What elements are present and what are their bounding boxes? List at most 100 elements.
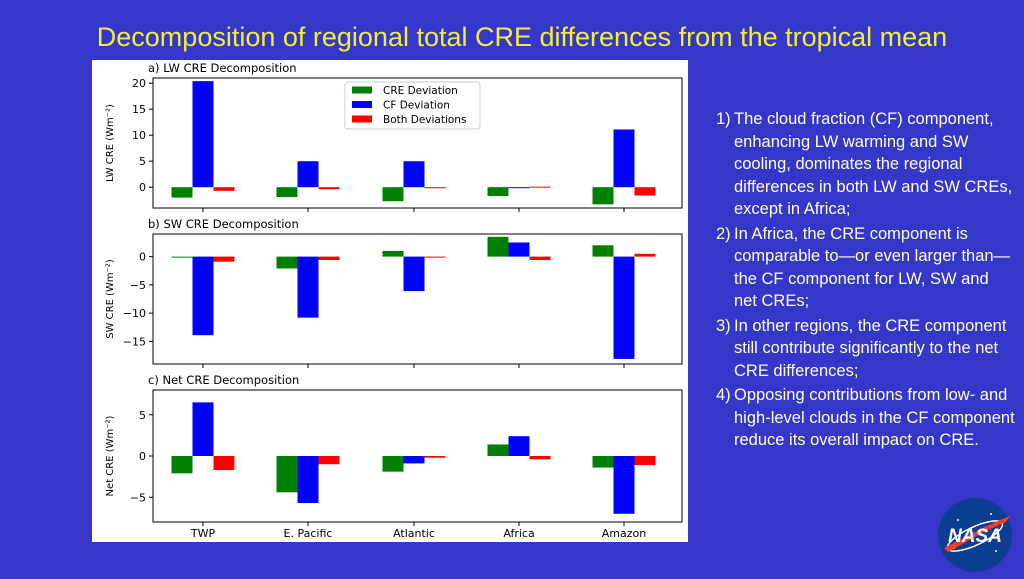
legend-swatch xyxy=(352,101,372,108)
bar xyxy=(424,256,446,258)
bar xyxy=(382,187,404,202)
bar xyxy=(508,436,530,456)
y-tick-label: −15 xyxy=(123,335,146,348)
x-tick-label: Atlantic xyxy=(393,527,435,540)
x-tick-label: Africa xyxy=(503,527,534,540)
x-tick-label: E. Pacific xyxy=(284,527,333,540)
x-tick-label: Amazon xyxy=(602,527,646,540)
y-tick-label: 15 xyxy=(132,103,146,116)
y-tick-label: 5 xyxy=(139,409,146,422)
legend-frame xyxy=(344,81,481,130)
legend-label: CF Deviation xyxy=(383,100,450,112)
legend-label: CRE Deviation xyxy=(383,85,458,97)
note-number: 3) xyxy=(716,316,731,335)
note-text: In other regions, the CRE component stil… xyxy=(734,316,1007,380)
bar xyxy=(297,161,319,188)
chart-panel: a) LW CRE Decomposition 0 5 10 15 20 LW CRE (W… xyxy=(105,61,683,212)
bar xyxy=(382,250,404,257)
bar xyxy=(276,456,298,493)
chart-svg: a) LW CRE Decomposition 0 5 10 15 20 LW CRE (W… xyxy=(105,61,683,540)
bar xyxy=(213,456,235,471)
bar xyxy=(529,456,551,460)
bar xyxy=(213,187,235,191)
bar xyxy=(634,187,656,196)
note-text: In Africa, the CRE component is comparab… xyxy=(734,224,1011,311)
bar xyxy=(613,456,635,514)
panel-title: b) SW CRE Decomposition xyxy=(148,217,299,231)
bar xyxy=(634,456,656,466)
bar xyxy=(276,256,298,269)
legend-swatch xyxy=(352,115,372,123)
bar xyxy=(487,187,509,197)
bar xyxy=(171,187,193,198)
note-number: 2) xyxy=(716,224,731,243)
note-item: 4) Opposing contributions from low- and h… xyxy=(716,384,1016,452)
slide-title: Decomposition of regional total CRE diff… xyxy=(96,22,948,52)
bar xyxy=(487,236,509,257)
note-number: 4) xyxy=(716,386,731,404)
y-axis-label: LW CRE (Wm⁻²) xyxy=(105,104,116,182)
chart-figure: a) LW CRE Decomposition 0 5 10 15 20 LW CRE (W… xyxy=(92,60,688,542)
x-tick-label: TWP xyxy=(190,527,216,540)
y-tick-label: 20 xyxy=(132,77,146,90)
bar xyxy=(424,456,446,458)
chart-legend: CRE Deviation CF Deviation Both Deviations xyxy=(344,81,481,130)
bar xyxy=(192,402,214,456)
bar xyxy=(613,129,635,188)
chart-panel: b) SW CRE Decomposition 0 −5 −10 −15 SW CRE (… xyxy=(105,217,683,368)
notes-list: 1) The cloud fraction (CF) component, enh… xyxy=(716,108,1016,454)
bar xyxy=(592,245,614,257)
nasa-logo-text: NASA xyxy=(948,526,1002,547)
bar xyxy=(424,187,446,189)
y-tick-label: −5 xyxy=(130,279,146,292)
bar xyxy=(297,256,319,318)
y-tick-label: 5 xyxy=(139,155,146,168)
bar xyxy=(403,256,425,292)
y-tick-label: 0 xyxy=(139,181,146,194)
y-axis-label: Net CRE (Wm⁻²) xyxy=(105,415,116,496)
bar xyxy=(213,256,235,262)
panel-title: a) LW CRE Decomposition xyxy=(148,61,297,75)
bar xyxy=(592,187,614,205)
bar xyxy=(297,456,319,504)
chart-panel: c) Net CRE Decomposition 5 0 −5 Net CRE (Wm⁻… xyxy=(105,373,683,540)
note-item: 2) In Africa, the CRE component is compar… xyxy=(716,223,1016,313)
bar xyxy=(192,81,214,188)
y-tick-label: −10 xyxy=(123,307,146,320)
bar xyxy=(592,456,614,468)
bar xyxy=(508,187,530,189)
bar xyxy=(529,256,551,260)
legend-swatch xyxy=(352,86,372,94)
bar xyxy=(171,256,193,258)
legend-label: Both Deviations xyxy=(383,114,466,126)
bar xyxy=(508,242,530,257)
bar xyxy=(403,161,425,188)
panel-title: c) Net CRE Decomposition xyxy=(148,373,299,387)
bar xyxy=(487,444,509,456)
note-item: 1) The cloud fraction (CF) component, enh… xyxy=(716,108,1016,221)
y-tick-label: 10 xyxy=(132,129,146,142)
nasa-logo-icon: NASA xyxy=(938,498,1012,572)
note-text: The cloud fraction (CF) component, enhan… xyxy=(734,110,1013,218)
bar xyxy=(318,456,340,465)
bar xyxy=(382,456,404,472)
bar xyxy=(318,187,340,190)
bar xyxy=(171,456,193,474)
axes-frame xyxy=(152,77,683,209)
bar xyxy=(276,187,298,198)
bar xyxy=(613,256,635,359)
axes-frame xyxy=(152,233,683,365)
note-item: 3) In other regions, the CRE component st… xyxy=(716,315,1016,383)
bar xyxy=(529,186,551,188)
bar xyxy=(318,256,340,260)
y-tick-label: −5 xyxy=(130,491,146,504)
y-tick-label: 0 xyxy=(139,450,146,463)
y-axis-label: SW CRE (Wm⁻²) xyxy=(105,259,116,339)
bar xyxy=(634,253,656,257)
bar xyxy=(192,256,214,336)
y-tick-label: 0 xyxy=(139,251,146,264)
nasa-logo: NASA xyxy=(936,496,1014,574)
note-text: Opposing contributions from low- and hig… xyxy=(734,386,1015,449)
note-number: 1) xyxy=(716,110,731,128)
bar xyxy=(403,456,425,464)
